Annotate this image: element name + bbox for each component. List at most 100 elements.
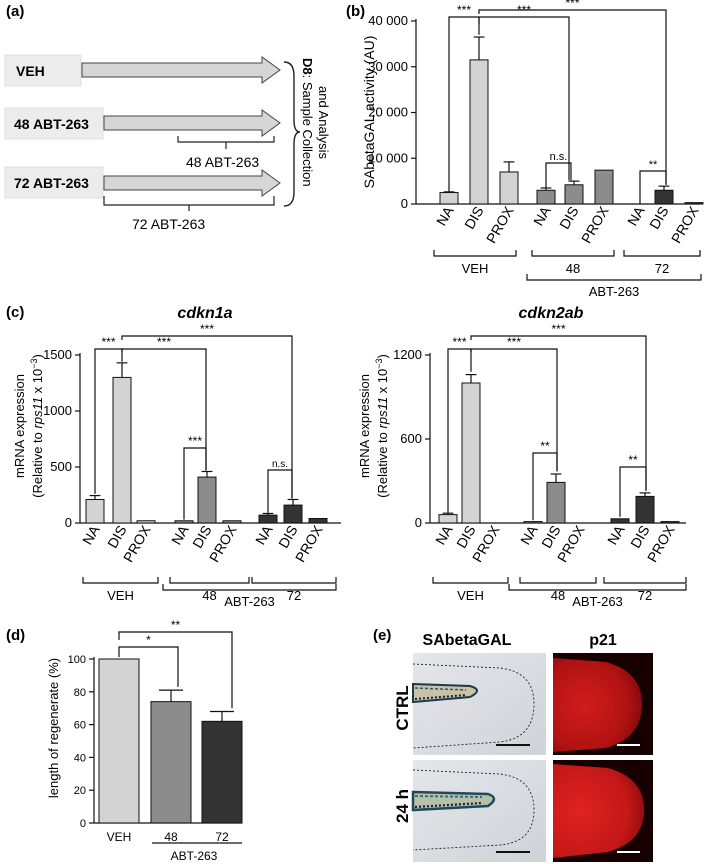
bar [546,481,566,524]
cdkn2ab-title: cdkn2ab [519,305,584,322]
timeline-arrow-72 [103,169,281,197]
group-bracket [623,250,701,257]
significance-label: ** [649,159,658,171]
significance-bracket [545,162,572,188]
significance-label: *** [188,434,202,448]
cdkn1a-ylabel-line2: (Relative to rps11 x 10−3) [29,354,45,498]
treatment-label: ABT-263 [572,594,623,609]
significance-label: *** [551,322,565,336]
significance-label: *** [200,322,214,336]
bar [610,518,630,524]
micrograph-ctrl-sabetagal [412,653,546,755]
significance-label: ** [628,453,638,467]
collection-brace [283,61,301,207]
y-tick-label: 0 [415,515,422,530]
significance-bracket [478,16,570,181]
treatment-bracket [162,584,337,591]
bar [85,498,105,524]
significance-bracket [183,447,207,520]
treatment-label: ABT-263 [171,849,218,863]
group-bracket [603,577,687,584]
x-category-label: VEH [107,830,132,844]
x-category-label: 48 [164,830,178,844]
significance-bracket [267,469,293,513]
col-title-p21: p21 [589,632,617,649]
group-bracket [82,577,159,584]
x-category-label: PROX [483,203,517,246]
bar [258,514,278,524]
y-tick-label: 0 [401,196,408,211]
x-category-label: NA [433,203,457,228]
x-category-label: PROX [644,522,678,565]
y-tick-label: 1000 [43,403,72,418]
group-bracket [251,577,337,584]
y-tick-label: 600 [400,431,422,446]
x-category-label: NA [530,203,554,228]
bar [98,658,140,824]
bar [136,520,156,524]
y-tick-label: 100 [68,654,86,666]
x-category-label: PROX [578,203,612,246]
panel-b-letter: (b) [346,3,365,20]
cdkn1a-ylabel-line1: mRNA expression [12,374,27,478]
bar [660,521,680,524]
significance-bracket [94,348,123,494]
significance-bracket [121,348,207,471]
cdkn2ab-ylabel-line1: mRNA expression [357,374,372,478]
group-label: 48 [551,588,565,603]
x-category-label: DIS [556,204,582,232]
significance-label: *** [507,335,521,349]
x-category-label: DIS [461,204,487,232]
x-category-label: PROX [206,522,240,565]
bar [283,504,303,524]
treatment-label: ABT-263 [589,284,640,299]
y-tick-label: 1500 [43,347,72,362]
y-tick-label: 0 [65,515,72,530]
bar [308,518,328,524]
bar [201,720,243,824]
y-tick-label: 0 [80,818,86,830]
timeline-arrow-48 [103,109,281,137]
bar [684,202,704,205]
significance-label: *** [457,3,471,17]
col-title-sabetagal: SAbetaGAL [423,632,512,649]
cdkn2ab-ylabel-line2: (Relative to rps11 x 10−3) [374,354,390,498]
cdkn1a-ylabel: mRNA expression (Relative to rps11 x 10−… [12,354,45,498]
row-label-24h: 24 h [393,789,412,823]
bar [438,514,458,524]
x-category-label: NA [168,522,192,547]
y-tick-label: 20 000 [368,105,408,120]
significance-bracket [532,452,558,521]
bar [222,520,242,524]
panel-c: (c) cdkn1a cdkn2ab mRNA expression (Rela… [6,304,687,609]
micrograph-24h-p21 [553,760,653,862]
significance-label: n.s. [550,151,568,163]
y-tick-label: 500 [50,459,72,474]
bar [523,521,543,524]
significance-label: *** [157,335,171,349]
group-bracket [432,577,509,584]
panel-d-ylabel: length of regenerate (%) [46,658,61,798]
x-category-label: NA [432,522,456,547]
significance-label: ** [540,439,550,453]
significance-bracket [118,646,179,687]
timeline-arrow-veh [81,56,281,84]
significance-bracket [639,170,667,204]
significance-label: * [146,633,151,647]
group-label: VEH [107,588,134,603]
group-box-48 [4,107,104,140]
x-category-label: NA [79,522,103,547]
panel-b-ylabel: SAbetaGAL activity (AU) [361,36,377,189]
significance-bracket [121,335,293,499]
group-label: 48 [202,588,216,603]
group-label: VEH [457,588,484,603]
bar [439,192,459,205]
bar [461,382,481,524]
group-label-48: 48 ABT-263 [14,116,89,132]
y-tick-label: 40 000 [368,13,408,28]
group-label: VEH [462,261,489,276]
significance-bracket [448,16,480,192]
